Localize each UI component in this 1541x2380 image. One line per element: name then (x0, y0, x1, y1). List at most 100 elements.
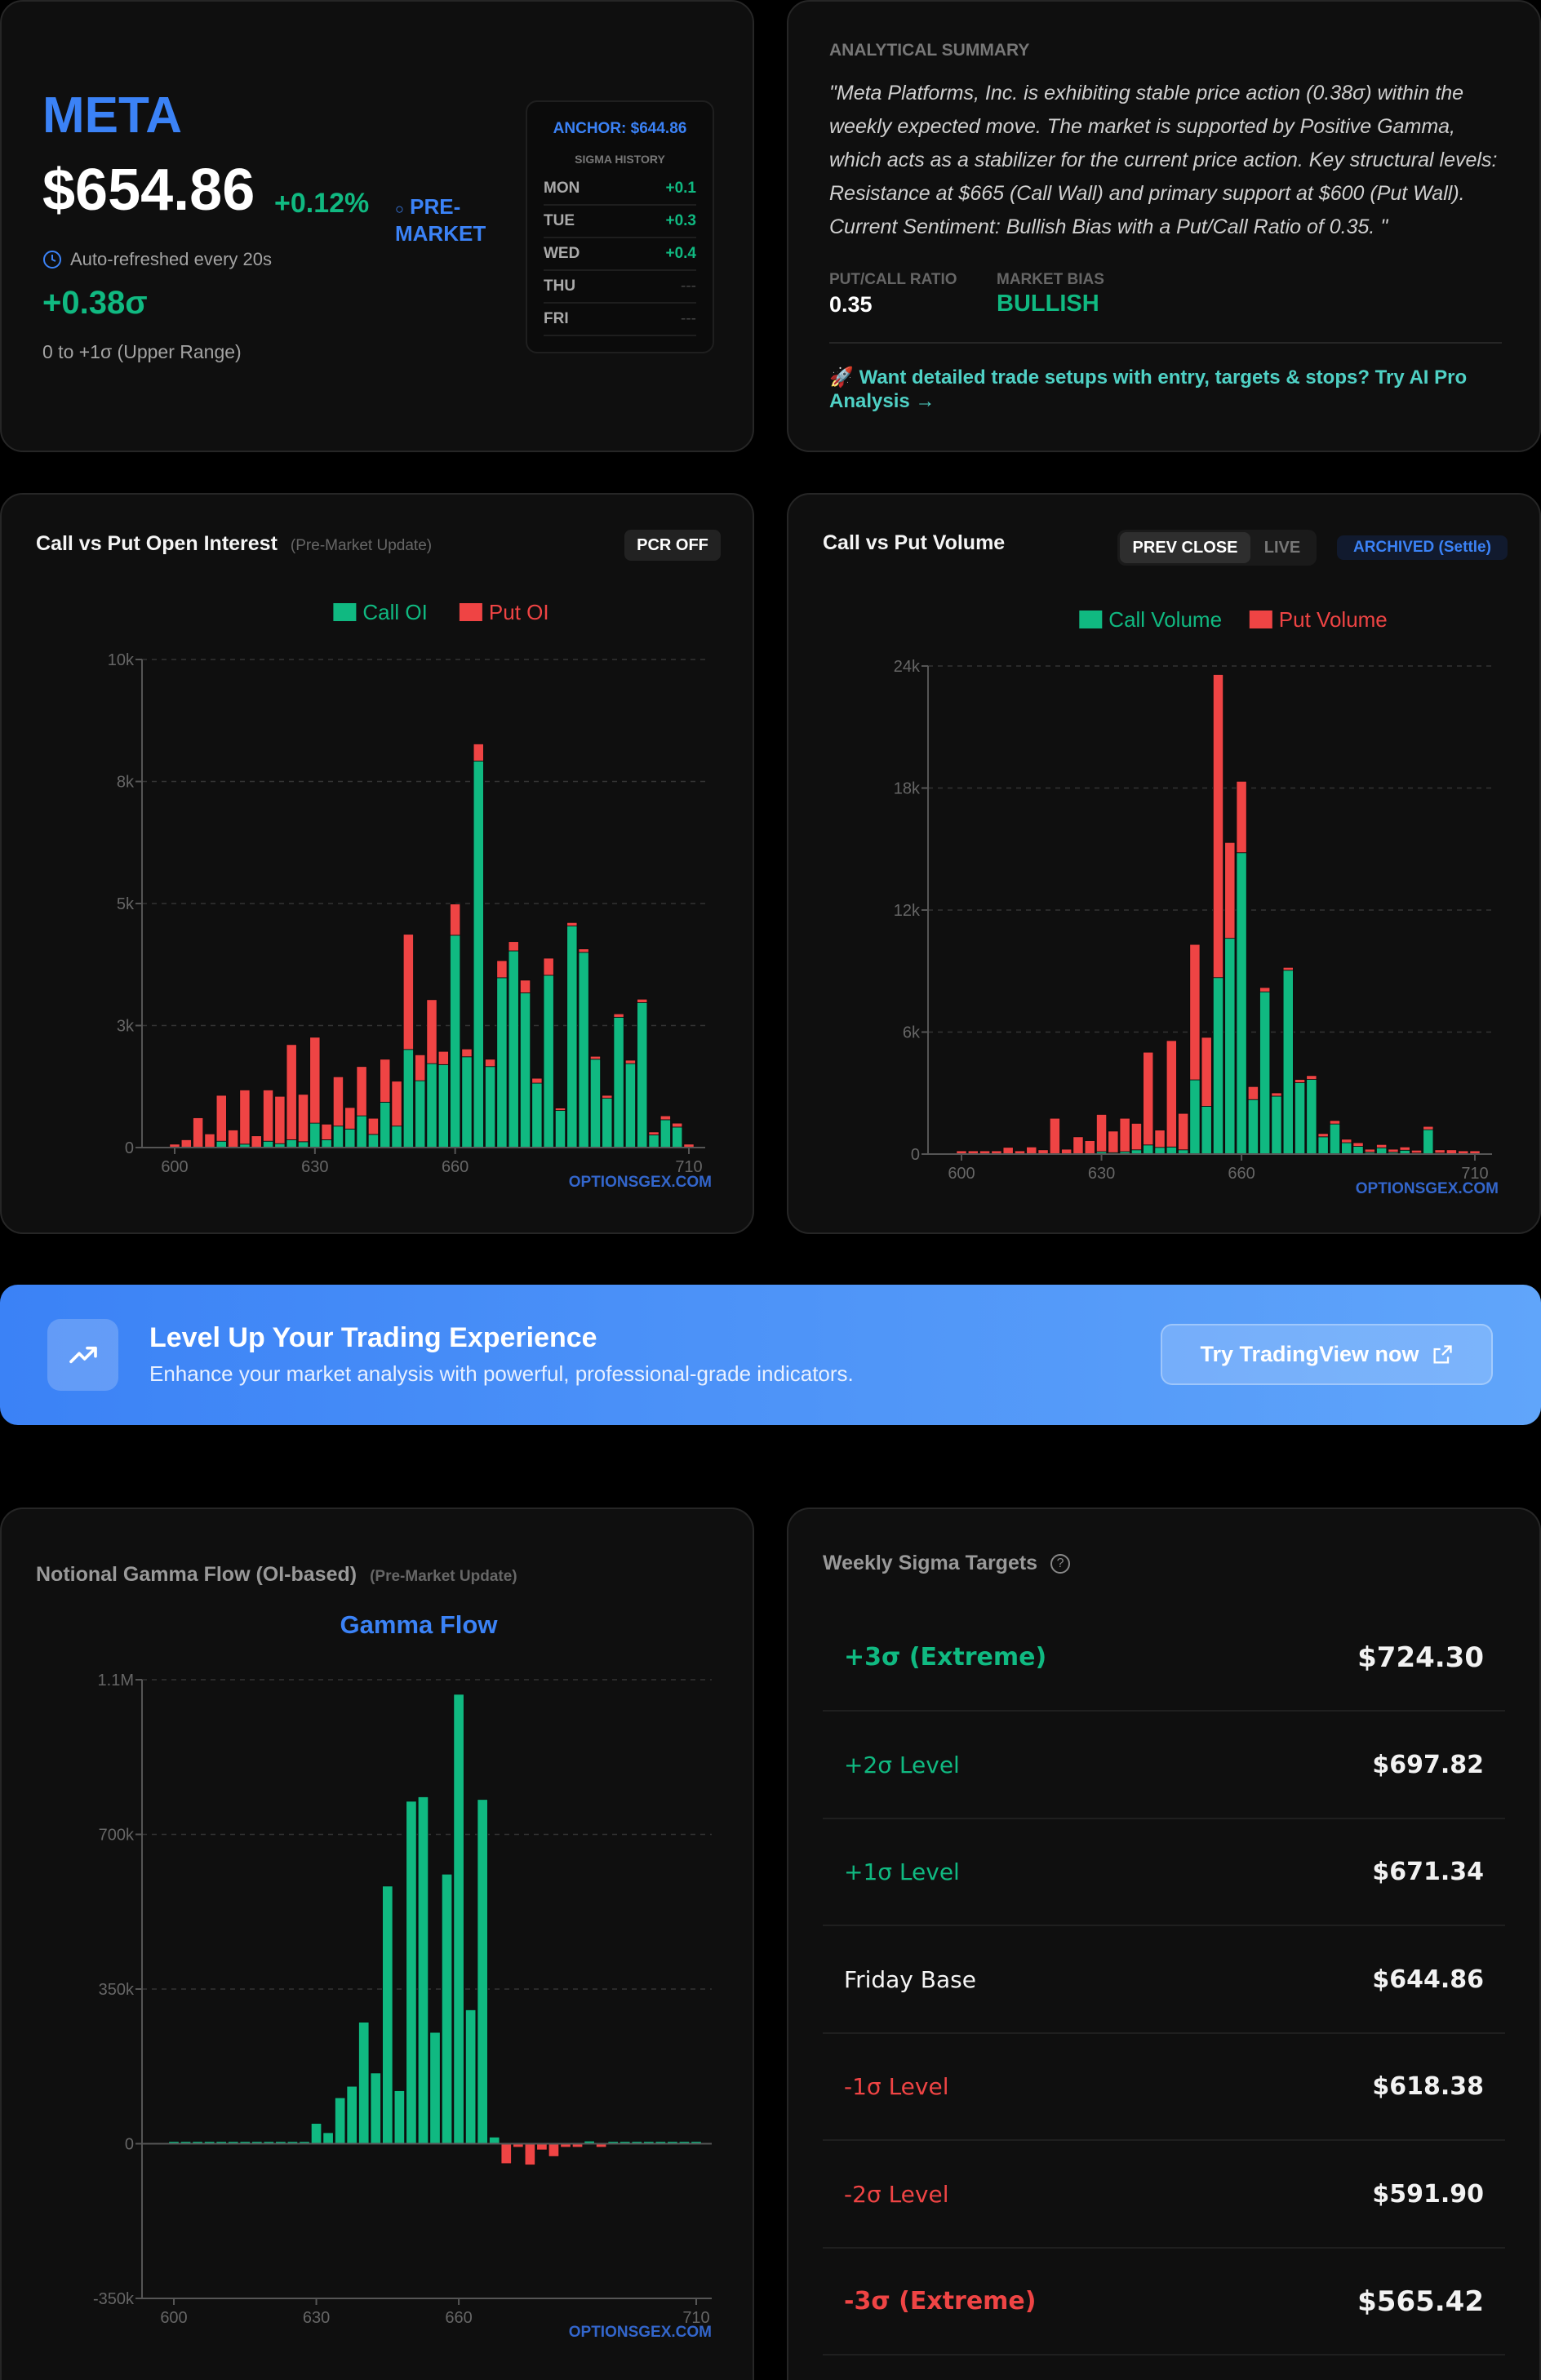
call-bar (1247, 1099, 1259, 1155)
oi-title: Call vs Put Open Interest (Pre-Market Up… (36, 532, 432, 556)
put-bar (566, 921, 578, 926)
call-bar (391, 1126, 402, 1148)
call-bar (1317, 1136, 1329, 1155)
oi-subtitle: (Pre-Market Update) (290, 537, 433, 554)
y-tick-label: 12k (894, 902, 921, 920)
banner-title: Level Up Your Trading Experience (149, 1322, 597, 1353)
price: $654.86 (42, 158, 255, 223)
positive-gamma-bar (334, 2097, 346, 2144)
call-bar (1259, 991, 1271, 1155)
call-bar (473, 760, 484, 1148)
put-bar (531, 1077, 543, 1084)
call-bar (450, 935, 461, 1148)
target-label: -3σ (Extreme) (844, 2287, 1037, 2316)
oi-title-text: Call vs Put Open Interest (36, 532, 278, 555)
call-bar (496, 977, 508, 1148)
try-tradingview-button[interactable]: Try TradingView now (1161, 1324, 1493, 1385)
target-label: +2σ Level (844, 1751, 960, 1778)
sigma-history-panel: ANCHOR: $644.86 SIGMA HISTORY MON +0.1 TU… (526, 100, 714, 353)
call-bar (1352, 1146, 1364, 1155)
y-tick-label: 10k (108, 651, 135, 669)
ai-pro-link-text: Want detailed trade setups with entry, t… (829, 366, 1468, 412)
live-tab[interactable]: LIVE (1263, 538, 1301, 557)
gamma-chart: -350k 0 350k 700k 1.1M Gamma Flow 600 630 660 710 (93, 1610, 712, 2327)
call-bar (531, 1082, 543, 1148)
pcr-value: 0.35 (829, 292, 873, 317)
put-bar (367, 1117, 379, 1135)
put-bar (602, 1095, 613, 1099)
put-bar (1143, 1051, 1154, 1146)
x-tick-label: 660 (1228, 1165, 1255, 1183)
bias-label: MARKET BIAS (997, 271, 1104, 288)
x-tick-label: 630 (303, 2309, 330, 2327)
y-tick-label: 0 (911, 1146, 920, 1164)
call-bar (1376, 1147, 1388, 1155)
put-bar (204, 1133, 215, 1148)
put-bar (1341, 1139, 1352, 1143)
put-bar (426, 999, 437, 1064)
put-bar (356, 1066, 367, 1117)
target-price: $565.42 (1357, 2285, 1484, 2318)
positive-gamma-bar (417, 1796, 429, 2144)
put-bar (1119, 1117, 1130, 1152)
call-bar (672, 1126, 683, 1148)
rocket-icon: 🚀 (829, 366, 854, 389)
positive-gamma-bar (489, 2136, 500, 2144)
y-tick-label: 24k (894, 658, 921, 676)
put-bar (648, 1131, 659, 1135)
targets-title: Weekly Sigma Targets ? (823, 1552, 1071, 1575)
call-bar (332, 1126, 344, 1148)
put-bar (215, 1095, 227, 1142)
question-circle-icon[interactable]: ? (1050, 1553, 1071, 1574)
call-bar (286, 1139, 297, 1148)
call-bar (426, 1063, 437, 1148)
call-bar (215, 1140, 227, 1148)
clock-icon (43, 251, 61, 269)
put-bar (1166, 1040, 1177, 1148)
put-bar (1388, 1148, 1399, 1153)
gamma-title: Notional Gamma Flow (OI-based) (Pre-Mark… (36, 1563, 517, 1587)
call-bar (1341, 1142, 1352, 1155)
positive-gamma-bar (310, 2123, 322, 2144)
call-bar (1154, 1147, 1166, 1155)
call-bar (659, 1119, 671, 1148)
sigma-target-row: +2σ Level $697.82 (823, 1712, 1505, 1819)
put-bar (659, 1115, 671, 1121)
put-bar (415, 1054, 426, 1081)
put-bar (332, 1076, 344, 1127)
put-bar (1329, 1120, 1341, 1125)
try-tradingview-label: Try TradingView now (1200, 1342, 1419, 1366)
volume-chart: 0 6k 12k 18k 24k Call Volume Put Volume 600 630 6… (894, 607, 1492, 1183)
put-bar (578, 948, 589, 953)
call-bar (461, 1056, 473, 1148)
put-bar (1434, 1149, 1446, 1154)
bias-value: BULLISH (997, 291, 1099, 317)
positive-gamma-bar (370, 2072, 381, 2144)
summary-title: ANALYTICAL SUMMARY (829, 41, 1030, 60)
call-bar (1143, 1144, 1154, 1155)
prev-close-tab[interactable]: PREV CLOSE (1120, 532, 1250, 563)
ticker-symbol: META (42, 87, 183, 144)
put-bar (637, 998, 648, 1003)
ai-pro-link[interactable]: 🚀 Want detailed trade setups with entry,… (829, 366, 1499, 413)
banner-subtitle: Enhance your market analysis with powerf… (149, 1361, 854, 1386)
positive-gamma-bar (464, 2009, 477, 2144)
put-bar (297, 1094, 309, 1143)
call-bar (613, 1016, 624, 1148)
x-tick-label: 660 (442, 1158, 469, 1176)
put-bar (262, 1090, 274, 1142)
legend-swatch (459, 603, 482, 621)
watermark: OPTIONSGEX.COM (568, 1174, 712, 1191)
put-bar (1049, 1117, 1060, 1155)
call-bar (402, 1049, 414, 1148)
target-label: -1σ Level (844, 2073, 949, 2100)
pcr-toggle-button[interactable]: PCR OFF (624, 530, 721, 561)
put-bar (1224, 841, 1236, 939)
negative-gamma-bar (500, 2143, 512, 2165)
put-bar (1002, 1147, 1014, 1155)
negative-gamma-bar (548, 2143, 560, 2157)
summary-text: "Meta Platforms, Inc. is exhibiting stab… (829, 82, 1498, 238)
put-bar (1084, 1140, 1095, 1155)
external-link-icon (1433, 1344, 1452, 1363)
x-tick-label: 630 (301, 1158, 328, 1176)
